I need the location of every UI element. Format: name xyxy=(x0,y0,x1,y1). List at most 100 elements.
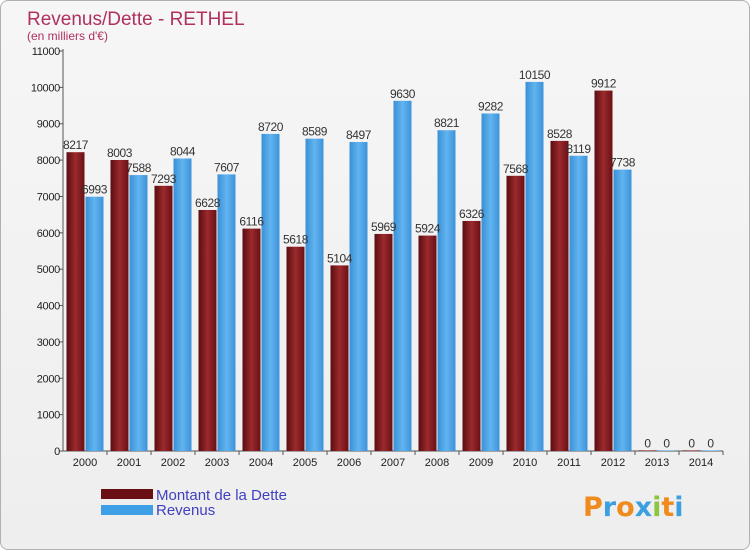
data-label: 8720 xyxy=(258,120,284,134)
data-label: 0 xyxy=(644,436,651,450)
y-tick-label: 1000 xyxy=(37,410,60,422)
y-tick-label: 4000 xyxy=(37,301,60,313)
data-label: 8217 xyxy=(63,138,89,152)
bar-debt xyxy=(682,450,701,451)
bar-revenus xyxy=(349,142,368,451)
data-label: 8003 xyxy=(107,146,133,160)
x-tick-label: 2014 xyxy=(689,457,713,469)
bar-debt xyxy=(154,185,173,452)
y-tick-label: 5000 xyxy=(37,264,60,276)
data-label: 0 xyxy=(663,436,670,450)
legend: Montant de la Dette Revenus xyxy=(101,487,287,519)
bars xyxy=(66,81,720,452)
data-label: 8044 xyxy=(170,144,196,158)
bar-debt xyxy=(374,233,393,451)
data-label: 5969 xyxy=(371,220,397,234)
bar-debt xyxy=(198,209,217,451)
y-tick-label: 7000 xyxy=(37,191,60,203)
bar-revenus xyxy=(217,174,236,451)
bar-revenus xyxy=(569,155,588,451)
y-tick-label: 10000 xyxy=(31,82,60,94)
bar-revenus xyxy=(129,175,148,451)
data-label: 8528 xyxy=(547,127,573,141)
x-tick-label: 2005 xyxy=(293,457,317,469)
x-tick-label: 2004 xyxy=(249,457,273,469)
x-tick-label: 2006 xyxy=(337,457,361,469)
data-label: 7588 xyxy=(126,161,152,175)
bar-revenus xyxy=(437,130,456,451)
chart-title: Revenus/Dette - RETHEL xyxy=(27,9,245,30)
legend-swatch-revenus xyxy=(101,505,153,515)
bar-debt xyxy=(462,220,481,451)
bar-revenus xyxy=(701,450,720,451)
x-tick-label: 2011 xyxy=(557,457,581,469)
data-label: 5104 xyxy=(327,251,353,265)
bar-revenus xyxy=(173,158,192,451)
data-label: 9912 xyxy=(591,77,617,91)
bar-revenus xyxy=(305,138,324,451)
y-tick-label: 8000 xyxy=(37,155,60,167)
data-label: 9630 xyxy=(390,87,416,101)
x-tick-label: 2003 xyxy=(205,457,229,469)
axes: 0 1000 2000 3000 4000 5000 6000 7000 8000 9000 100… xyxy=(31,46,724,469)
y-tick-label: 6000 xyxy=(37,228,60,240)
bar-debt xyxy=(330,265,349,451)
data-label: 8119 xyxy=(566,142,591,156)
data-label: 8821 xyxy=(434,116,460,130)
data-label: 7738 xyxy=(610,156,636,170)
bar-debt xyxy=(594,90,613,452)
bar-debt xyxy=(638,450,657,451)
legend-label-debt: Montant de la Dette xyxy=(156,487,287,504)
bar-debt xyxy=(550,140,569,451)
bar-revenus xyxy=(525,81,544,451)
bar-revenus xyxy=(657,450,676,451)
x-tick-label: 2013 xyxy=(645,457,669,469)
bar-debt xyxy=(506,175,525,452)
data-label: 7568 xyxy=(503,162,529,176)
y-tick-label: 11000 xyxy=(32,46,60,58)
data-label: 7607 xyxy=(214,160,240,174)
bar-debt xyxy=(66,152,85,451)
legend-swatch-debt xyxy=(101,489,153,499)
bar-debt xyxy=(286,246,305,451)
y-tick-label: 3000 xyxy=(37,337,60,349)
y-tick-label: 2000 xyxy=(37,373,60,385)
data-label: 7293 xyxy=(151,172,177,186)
data-label: 10150 xyxy=(519,68,551,82)
x-tick-label: 2012 xyxy=(601,457,625,469)
bar-debt xyxy=(110,159,129,451)
data-label: 9282 xyxy=(478,99,504,113)
bar-debt xyxy=(242,228,261,451)
data-label: 6326 xyxy=(459,207,485,221)
y-tick-label: 9000 xyxy=(37,119,60,131)
bar-debt xyxy=(418,235,437,451)
legend-label-revenus: Revenus xyxy=(156,502,215,519)
data-label: 8589 xyxy=(302,125,328,139)
data-label: 0 xyxy=(688,436,695,450)
bar-revenus xyxy=(393,100,412,452)
x-tick-label: 2002 xyxy=(161,457,185,469)
data-label: 6628 xyxy=(195,196,221,210)
data-label: 5924 xyxy=(415,222,441,236)
x-tick-label: 2010 xyxy=(513,457,537,469)
bar-revenus xyxy=(613,169,632,452)
data-label: 8497 xyxy=(346,128,372,142)
bar-revenus xyxy=(85,196,104,451)
proxiti-logo: Proxiti xyxy=(583,492,684,523)
x-tick-label: 2000 xyxy=(73,457,97,469)
data-label: 6116 xyxy=(239,215,264,229)
x-tick-label: 2001 xyxy=(117,457,141,469)
x-tick-label: 2009 xyxy=(469,457,493,469)
bar-revenus xyxy=(261,133,280,451)
bar-revenus xyxy=(481,113,500,452)
data-label: 5618 xyxy=(283,233,309,247)
chart-subtitle: (en milliers d'€) xyxy=(27,29,108,43)
data-label: 0 xyxy=(707,436,714,450)
data-label: 6993 xyxy=(82,183,108,197)
x-tick-label: 2008 xyxy=(425,457,449,469)
y-tick-label: 0 xyxy=(54,446,60,458)
x-tick-label: 2007 xyxy=(381,457,405,469)
